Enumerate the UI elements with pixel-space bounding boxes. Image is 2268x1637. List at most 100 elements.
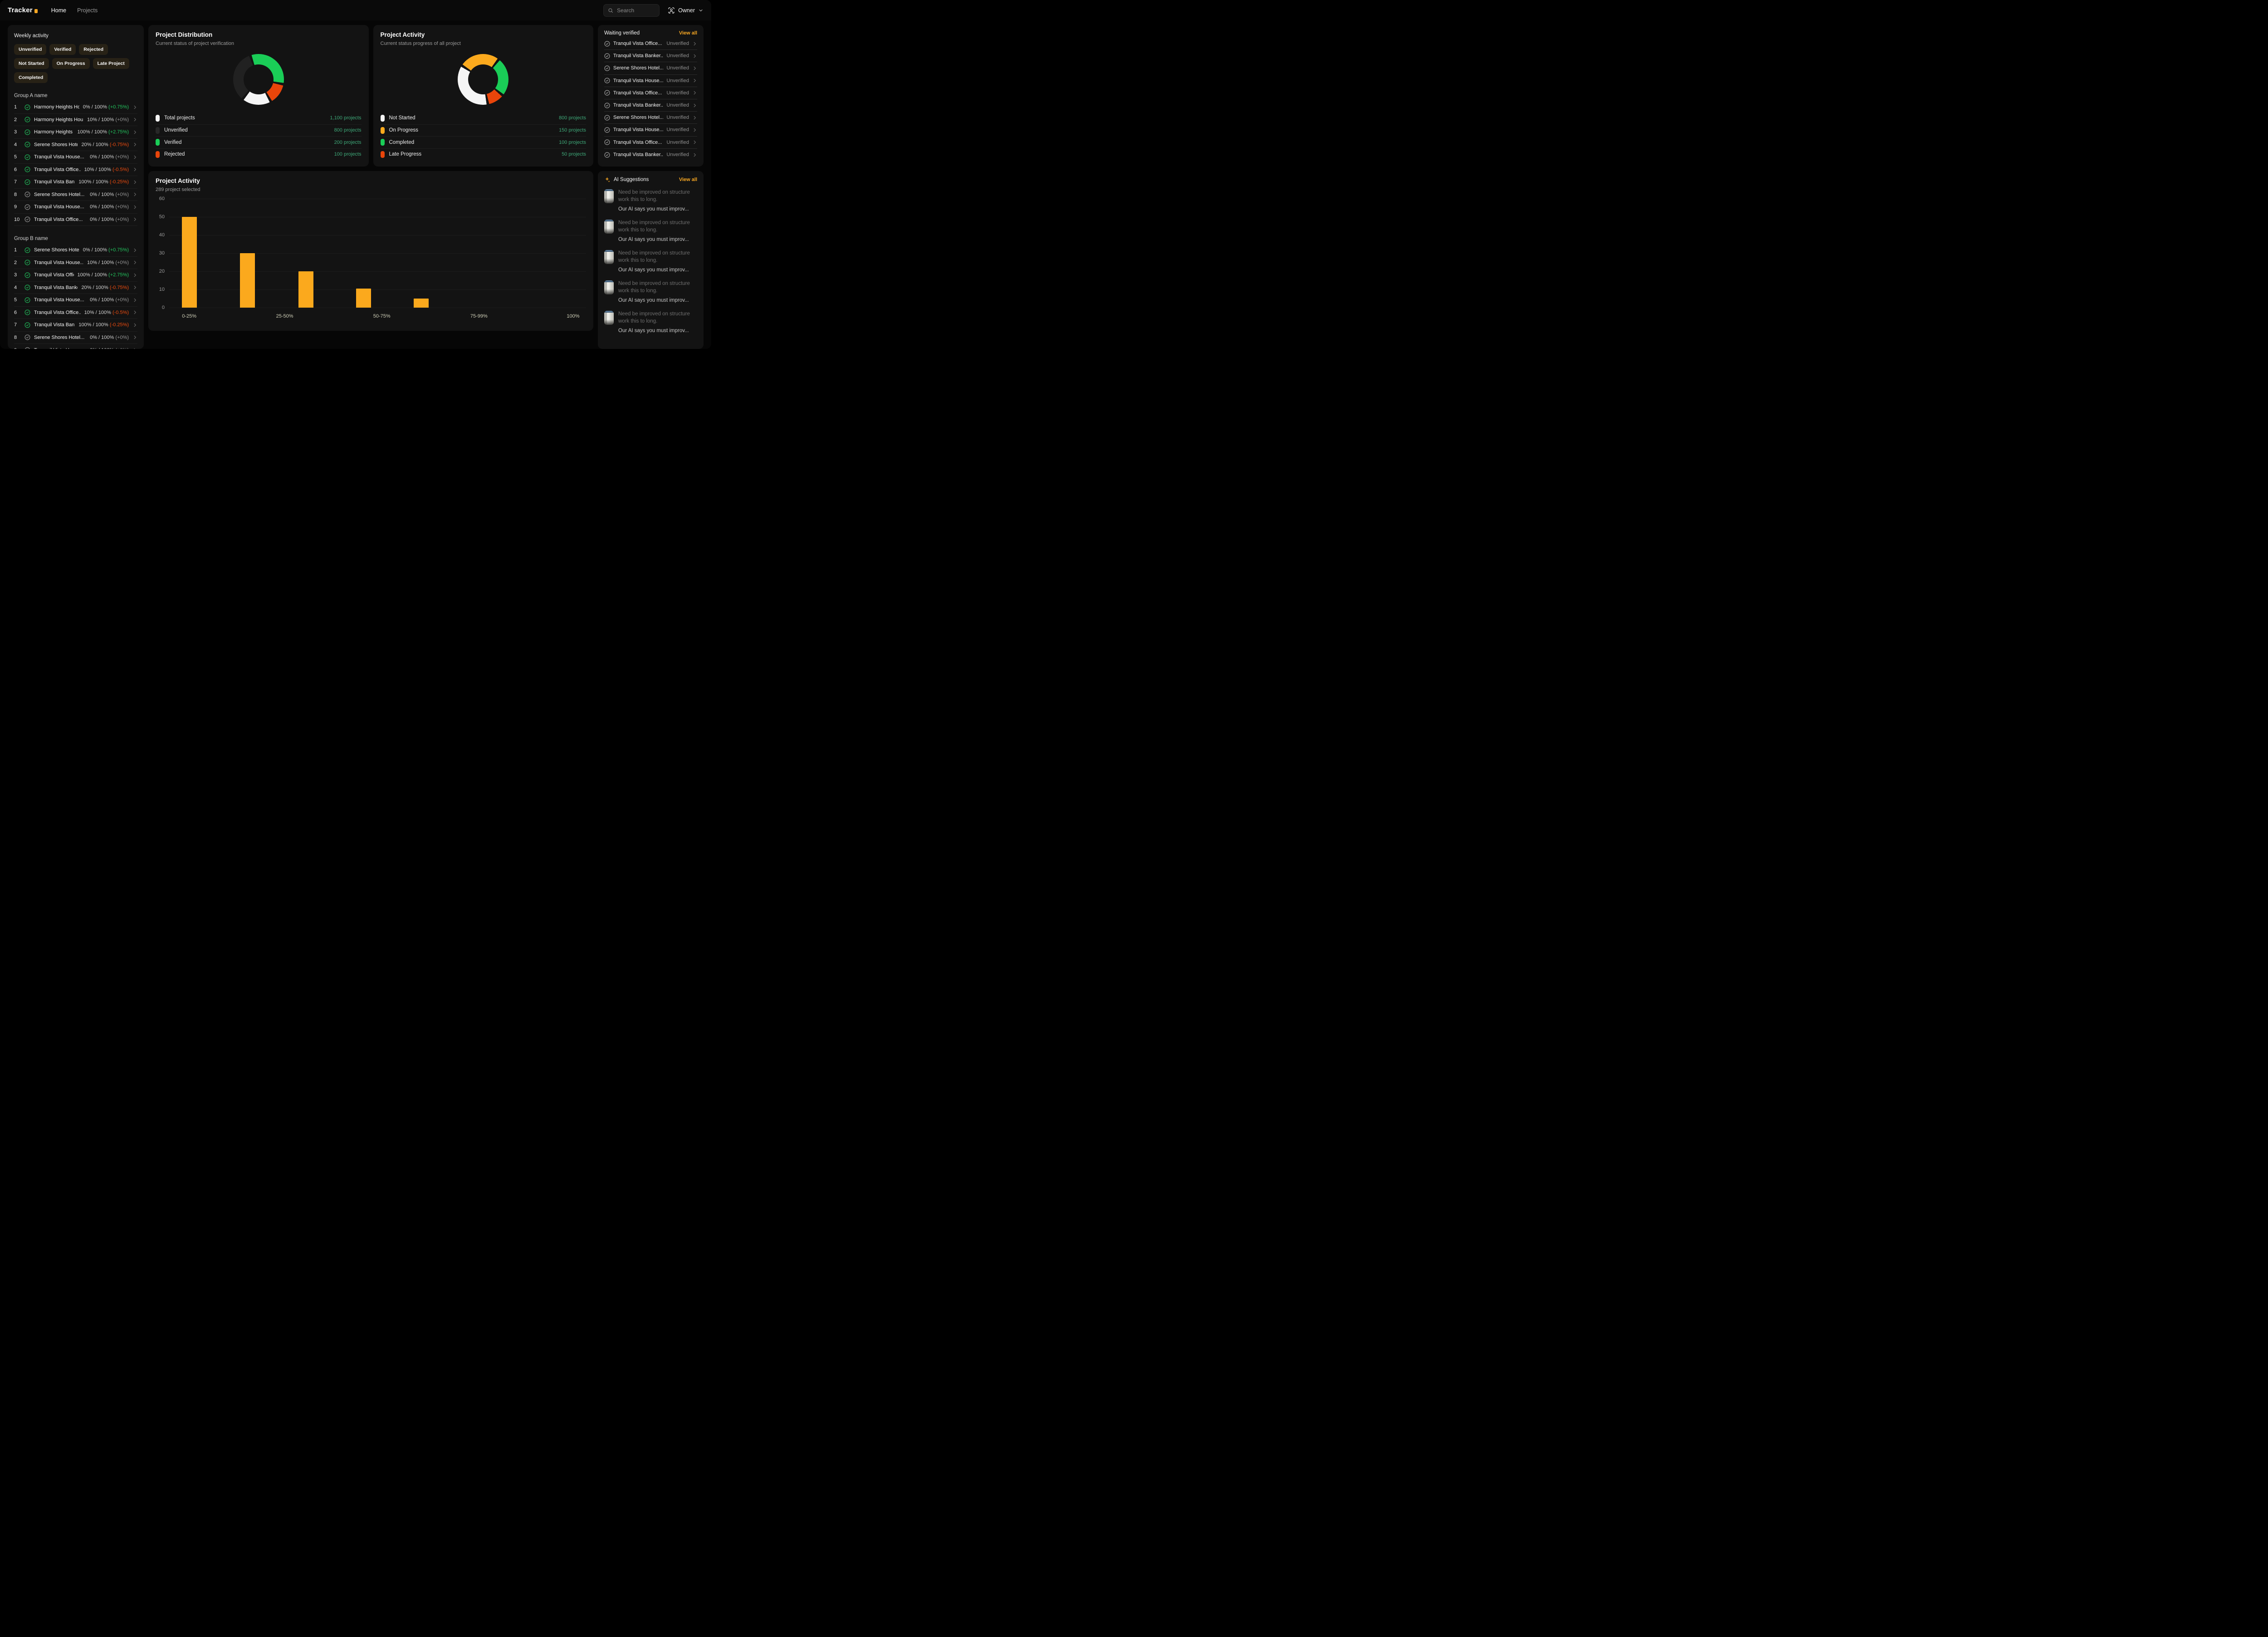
chevron-right-icon xyxy=(132,130,137,135)
bar xyxy=(298,271,313,308)
waiting-row[interactable]: Serene Shores Hotel... Unverified xyxy=(604,62,697,75)
project-row[interactable]: 8 Serene Shores Hotel... 0% / 100% (+0%) xyxy=(14,332,137,344)
waiting-row[interactable]: Tranquil Vista Banker... Unverified xyxy=(604,149,697,161)
project-progress: 100% / 100% (+2.75%) xyxy=(77,129,129,135)
ai-suggestion-item[interactable]: Need be improved on structure work this … xyxy=(604,189,697,212)
project-row[interactable]: 5 Tranquil Vista House... 0% / 100% (+0%) xyxy=(14,294,137,307)
project-delta: (+0%) xyxy=(115,216,129,222)
project-row[interactable]: 8 Serene Shores Hotel... 0% / 100% (+0%) xyxy=(14,189,137,201)
group-title: Group A name xyxy=(14,93,48,98)
chevron-right-icon xyxy=(132,180,137,185)
filter-chip-on-progress[interactable]: On Progress xyxy=(52,58,90,69)
project-row[interactable]: 4 Serene Shores Hotel...20% / 100% (-0.75… xyxy=(14,139,137,151)
owner-menu[interactable]: Owner xyxy=(668,7,704,14)
project-row[interactable]: 9 Tranquil Vista House... 0% / 100% (+0%) xyxy=(14,201,137,214)
check-circle-icon xyxy=(604,152,610,158)
project-row[interactable]: 6 Tranquil Vista Office... 10% / 100% (-0.… xyxy=(14,307,137,319)
project-name: Tranquil Vista Office... xyxy=(34,167,81,172)
right-sidebar: Waiting verified View all Tranquil Vista… xyxy=(598,25,704,349)
waiting-row[interactable]: Tranquil Vista Office... Unverified xyxy=(604,87,697,99)
y-tick-label: 0 xyxy=(161,305,165,310)
project-row[interactable]: 3 Tranquil Vista Office...100% / 100% (+2… xyxy=(14,269,137,282)
project-index: 2 xyxy=(14,260,17,265)
filter-chip-late-project[interactable]: Late Project xyxy=(93,58,129,69)
project-row[interactable]: 9 Tranquil Vista House... 0% / 100% (+0%) xyxy=(14,344,137,349)
waiting-row[interactable]: Tranquil Vista House... Unverified xyxy=(604,124,697,137)
brand-logo[interactable]: Tracker xyxy=(8,6,38,14)
project-activity-subtitle: Current status progress of all project xyxy=(380,41,461,46)
project-row[interactable]: 1 Harmony Heights Hot... 0% / 100% (+0.75%… xyxy=(14,101,137,114)
legend-value: 150 projects xyxy=(559,127,586,133)
nav-link-home[interactable]: Home xyxy=(51,7,67,14)
project-index: 9 xyxy=(14,348,21,349)
bar-chart-card: Project Activity 289 project selected 60… xyxy=(148,171,593,331)
project-index: 1 xyxy=(14,247,17,253)
waiting-row[interactable]: Tranquil Vista Banker... Unverified xyxy=(604,50,697,63)
waiting-view-all-link[interactable]: View all xyxy=(679,30,697,36)
ai-suggestion-item[interactable]: Need be improved on structure work this … xyxy=(604,220,697,242)
chevron-right-icon xyxy=(692,152,697,157)
project-row[interactable]: 4 Tranquil Vista Banker...20% / 100% (-0.… xyxy=(14,282,137,294)
ai-view-all-link[interactable]: View all xyxy=(679,177,697,182)
project-row[interactable]: 2 Harmony Heights Hou... 10% / 100% (+0%) xyxy=(14,114,137,126)
project-name: Tranquil Vista Banker... xyxy=(34,284,78,290)
search-input[interactable] xyxy=(616,6,655,14)
project-name: Tranquil Vista House... xyxy=(34,260,83,265)
project-delta: (-0.5%) xyxy=(112,309,129,315)
y-tick-label: 40 xyxy=(159,232,165,238)
project-row[interactable]: 7 Tranquil Vista Banker...100% / 100% (-0… xyxy=(14,176,137,189)
suggestion-thumbnail xyxy=(604,189,614,203)
waiting-row[interactable]: Tranquil Vista Banker... Unverified xyxy=(604,99,697,112)
project-row[interactable]: 7 Tranquil Vista Banker...100% / 100% (-0… xyxy=(14,319,137,332)
legend-swatch xyxy=(156,127,160,134)
ai-suggestion-item[interactable]: Need be improved on structure work this … xyxy=(604,250,697,273)
filter-chip-unverified[interactable]: Unverified xyxy=(14,44,47,55)
waiting-row[interactable]: Serene Shores Hotel... Unverified xyxy=(604,112,697,124)
x-axis: 0-25% 25-50% 50-75% 75-99% 100% xyxy=(169,308,586,321)
project-progress: 10% / 100% (-0.5%) xyxy=(84,309,129,315)
project-row[interactable]: 5 Tranquil Vista House... 0% / 100% (+0%) xyxy=(14,151,137,164)
legend-swatch xyxy=(156,139,160,146)
project-name: Tranquil Vista House... xyxy=(34,154,84,160)
project-delta: (-0.75%) xyxy=(109,284,129,290)
filter-chip-verified[interactable]: Verified xyxy=(49,44,76,55)
suggestion-description: Our AI says you must improv... xyxy=(618,298,689,304)
check-circle-icon xyxy=(24,167,30,172)
project-distribution-title: Project Distribution xyxy=(156,31,213,38)
suggestion-text: Need be improved on structure work this … xyxy=(618,280,697,303)
project-index: 10 xyxy=(14,216,20,222)
legend-row: Total projects 1,100 projects xyxy=(156,112,362,124)
legend-label: On Progress xyxy=(389,127,419,133)
project-row[interactable]: 6 Tranquil Vista Office... 10% / 100% (-0.… xyxy=(14,164,137,176)
check-circle-icon xyxy=(24,104,30,110)
search-box[interactable] xyxy=(603,4,660,17)
nav-link-projects[interactable]: Projects xyxy=(77,7,98,14)
chevron-right-icon xyxy=(692,90,697,95)
legend-value: 1,100 projects xyxy=(330,115,362,121)
chevron-right-icon xyxy=(132,205,137,210)
distribution-legend: Total projects 1,100 projects Unverified 80… xyxy=(156,112,362,160)
project-progress: 0% / 100% (+0%) xyxy=(90,297,129,303)
waiting-row[interactable]: Tranquil Vista House... Unverified xyxy=(604,75,697,87)
chevron-right-icon xyxy=(132,310,137,315)
waiting-row[interactable]: Tranquil Vista Office... Unverified xyxy=(604,137,697,149)
status-badge: Unverified xyxy=(666,65,689,71)
plot-area xyxy=(169,199,586,308)
project-name: Tranquil Vista Office... xyxy=(34,216,83,222)
project-row[interactable]: 10 Tranquil Vista Office... 0% / 100% (+0%… xyxy=(14,214,137,226)
suggestion-title: Need be improved on structure work this … xyxy=(618,311,690,324)
ai-suggestion-item[interactable]: Need be improved on structure work this … xyxy=(604,280,697,303)
project-row[interactable]: 3 Harmony Heights Offi...100% / 100% (+2.… xyxy=(14,126,137,139)
project-name: Harmony Heights Offi... xyxy=(34,129,74,135)
legend-value: 50 projects xyxy=(562,152,586,157)
filter-chip-rejected[interactable]: Rejected xyxy=(79,44,108,55)
waiting-row[interactable]: Tranquil Vista Office... Unverified xyxy=(604,38,697,50)
project-groups: Group A name 1 Harmony Heights Hot... 0% / … xyxy=(14,93,137,349)
filter-chip-completed[interactable]: Completed xyxy=(14,72,48,83)
project-progress: 0% / 100% (+0%) xyxy=(90,216,129,222)
project-row[interactable]: 2 Tranquil Vista House... 10% / 100% (+0%) xyxy=(14,257,137,269)
filter-chip-not-started[interactable]: Not Started xyxy=(14,58,49,69)
ai-suggestion-item[interactable]: Need be improved on structure work this … xyxy=(604,311,697,333)
project-row[interactable]: 1 Serene Shores Hotel... 0% / 100% (+0.75%… xyxy=(14,244,137,257)
chevron-right-icon xyxy=(692,103,697,108)
